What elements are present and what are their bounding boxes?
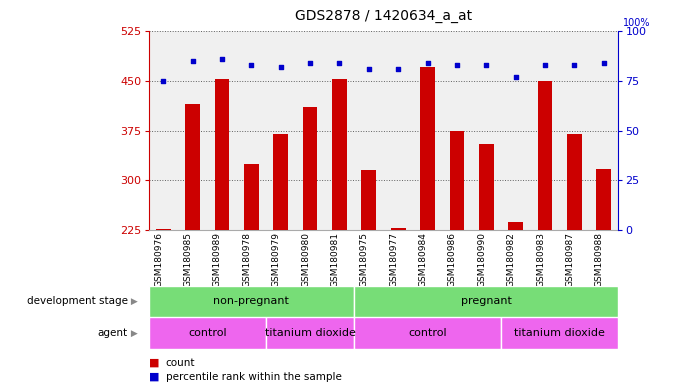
Point <box>158 78 169 84</box>
Point <box>510 74 521 80</box>
Bar <box>479 144 493 230</box>
Text: count: count <box>166 358 196 368</box>
Text: non-pregnant: non-pregnant <box>214 296 290 306</box>
Bar <box>156 229 171 230</box>
Text: ▶: ▶ <box>128 329 138 338</box>
Text: 100%: 100% <box>623 18 650 28</box>
Text: pregnant: pregnant <box>461 296 512 306</box>
Point <box>540 61 551 68</box>
Bar <box>149 317 266 349</box>
Bar <box>361 170 376 230</box>
Bar <box>596 169 611 230</box>
Bar <box>274 134 288 230</box>
Point <box>451 61 462 68</box>
Text: development stage: development stage <box>27 296 128 306</box>
Point <box>422 60 433 66</box>
Bar <box>244 164 258 230</box>
Text: agent: agent <box>97 328 128 338</box>
Bar <box>567 134 582 230</box>
Bar <box>149 286 354 317</box>
Point <box>305 60 316 66</box>
Text: control: control <box>408 328 447 338</box>
Text: ■: ■ <box>149 358 159 368</box>
Text: ▶: ▶ <box>128 297 138 306</box>
Bar <box>185 104 200 230</box>
Point <box>275 64 286 70</box>
Bar <box>509 222 523 230</box>
Bar <box>215 79 229 230</box>
Text: GDS2878 / 1420634_a_at: GDS2878 / 1420634_a_at <box>295 9 472 23</box>
Text: titanium dioxide: titanium dioxide <box>265 328 356 338</box>
Bar <box>266 317 354 349</box>
Bar <box>538 81 552 230</box>
Text: titanium dioxide: titanium dioxide <box>514 328 605 338</box>
Bar <box>354 286 618 317</box>
Point <box>598 60 609 66</box>
Point <box>334 60 345 66</box>
Point <box>246 61 257 68</box>
Text: percentile rank within the sample: percentile rank within the sample <box>166 372 342 382</box>
Text: control: control <box>188 328 227 338</box>
Bar <box>391 228 406 230</box>
Bar <box>354 317 501 349</box>
Point <box>187 58 198 64</box>
Point <box>569 61 580 68</box>
Bar <box>450 131 464 230</box>
Bar <box>501 317 618 349</box>
Bar <box>303 107 317 230</box>
Text: ■: ■ <box>149 372 159 382</box>
Point <box>481 61 492 68</box>
Bar <box>420 67 435 230</box>
Point <box>392 66 404 72</box>
Bar <box>332 79 347 230</box>
Point <box>216 56 227 62</box>
Point <box>363 66 375 72</box>
